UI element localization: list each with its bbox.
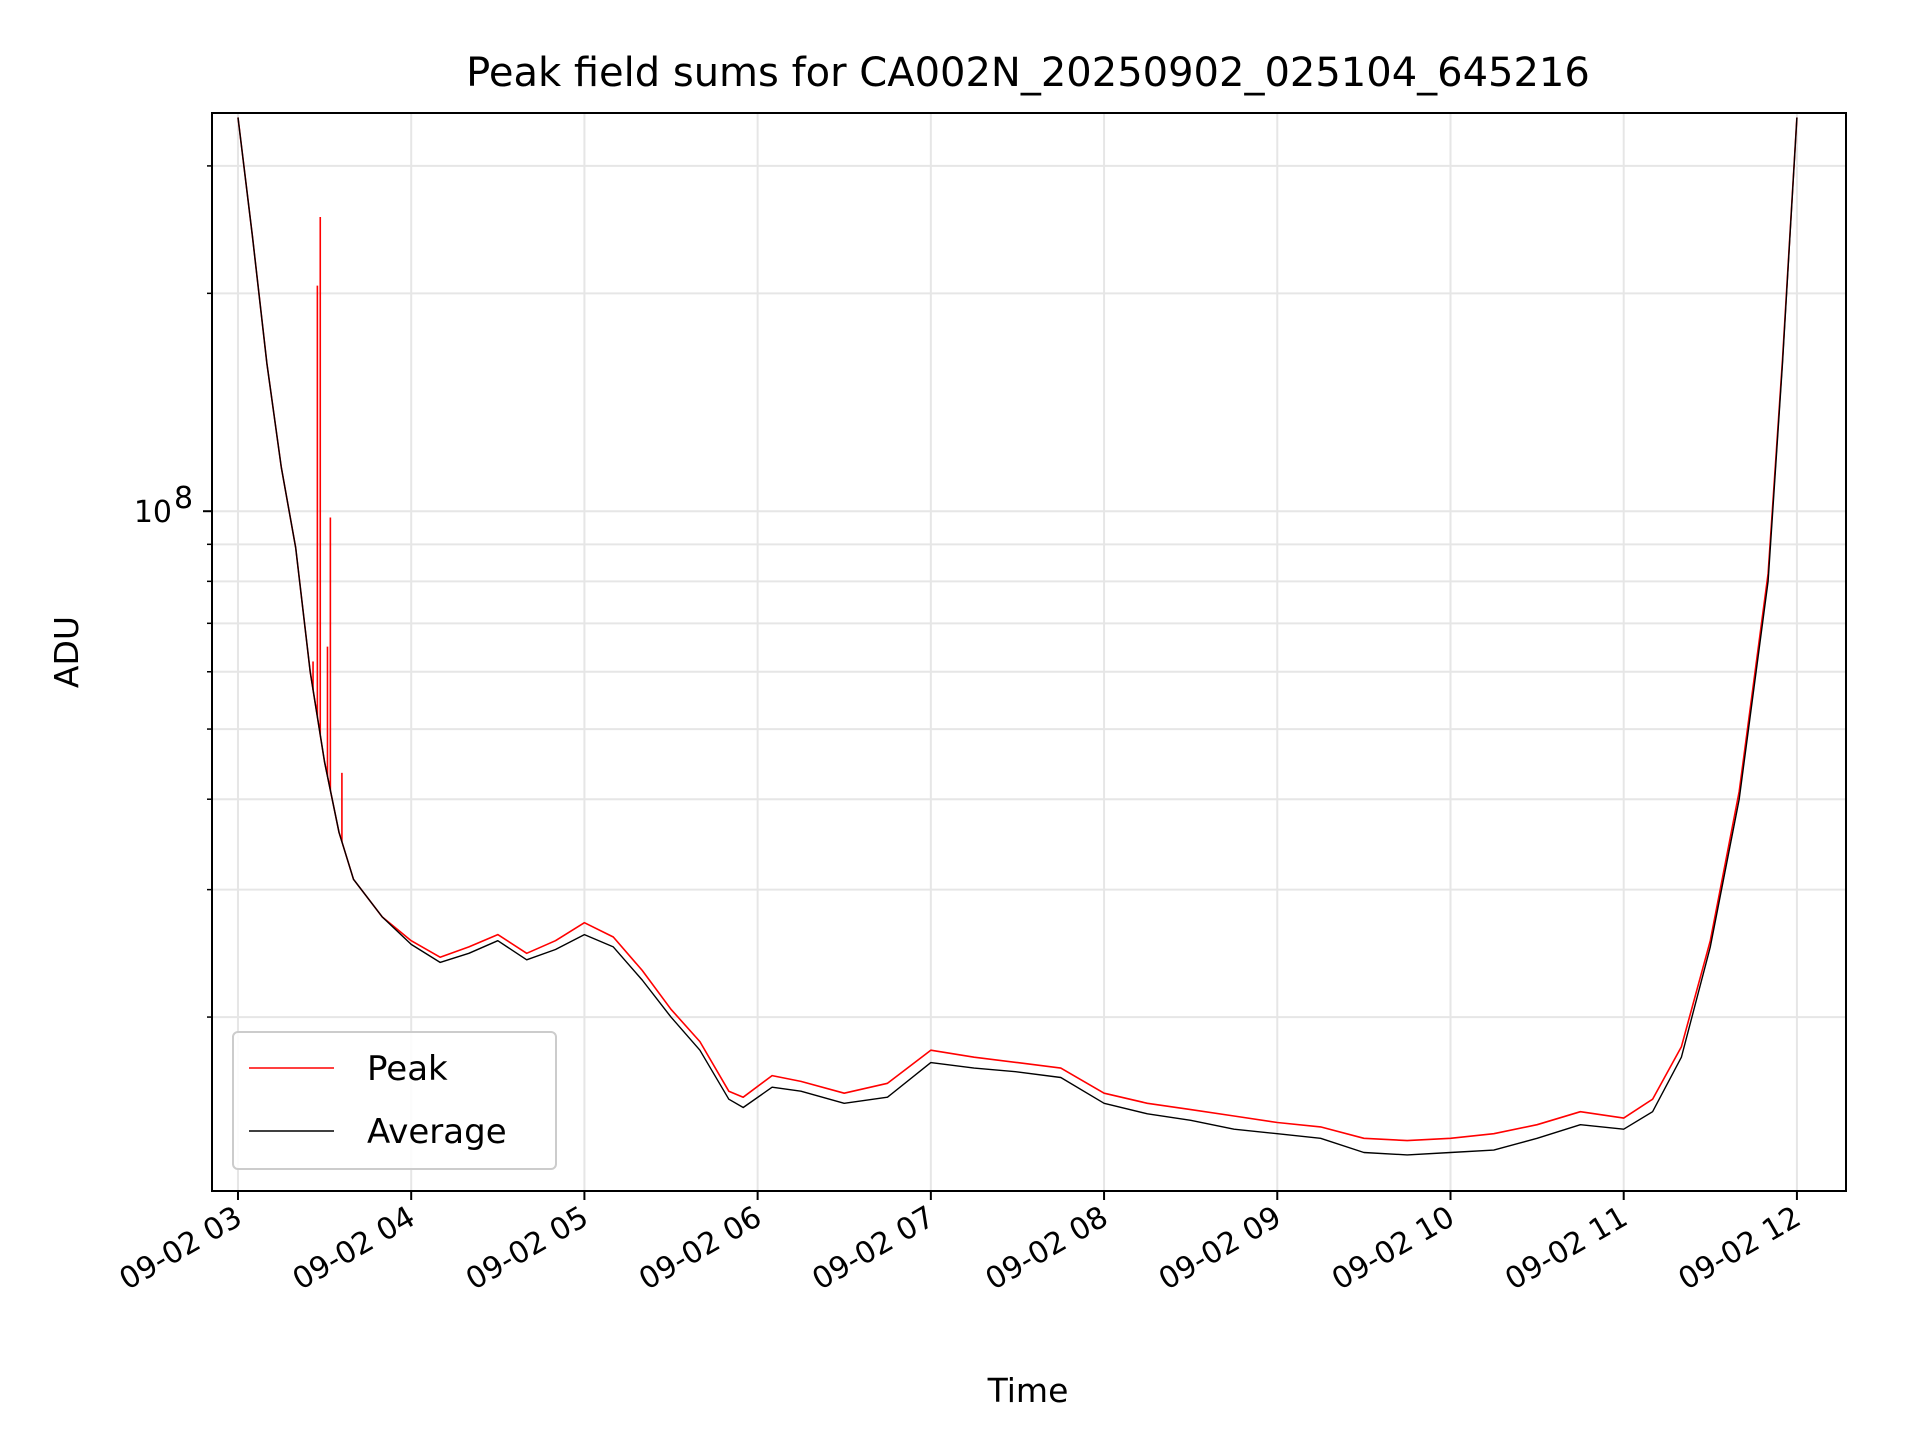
grid-lines [212,113,1846,1191]
average-series-line [237,117,1798,1156]
plot-frame [211,112,1847,1192]
chart-title: Peak field sums for CA002N_20250902_0251… [466,50,1590,96]
y-axis: 10 8 [134,165,212,1018]
y-axis-label: ADU [47,616,86,688]
series-lines [237,117,1798,1156]
x-axis-label: Time [987,1371,1069,1410]
legend-average-label: Average [367,1112,507,1152]
legend-peak-label: Peak [367,1049,448,1089]
legend: Peak Average [232,1031,557,1170]
y-tick-label-exponent: 8 [174,481,193,516]
legend-box [232,1031,557,1170]
y-tick-label: 10 [134,495,172,530]
